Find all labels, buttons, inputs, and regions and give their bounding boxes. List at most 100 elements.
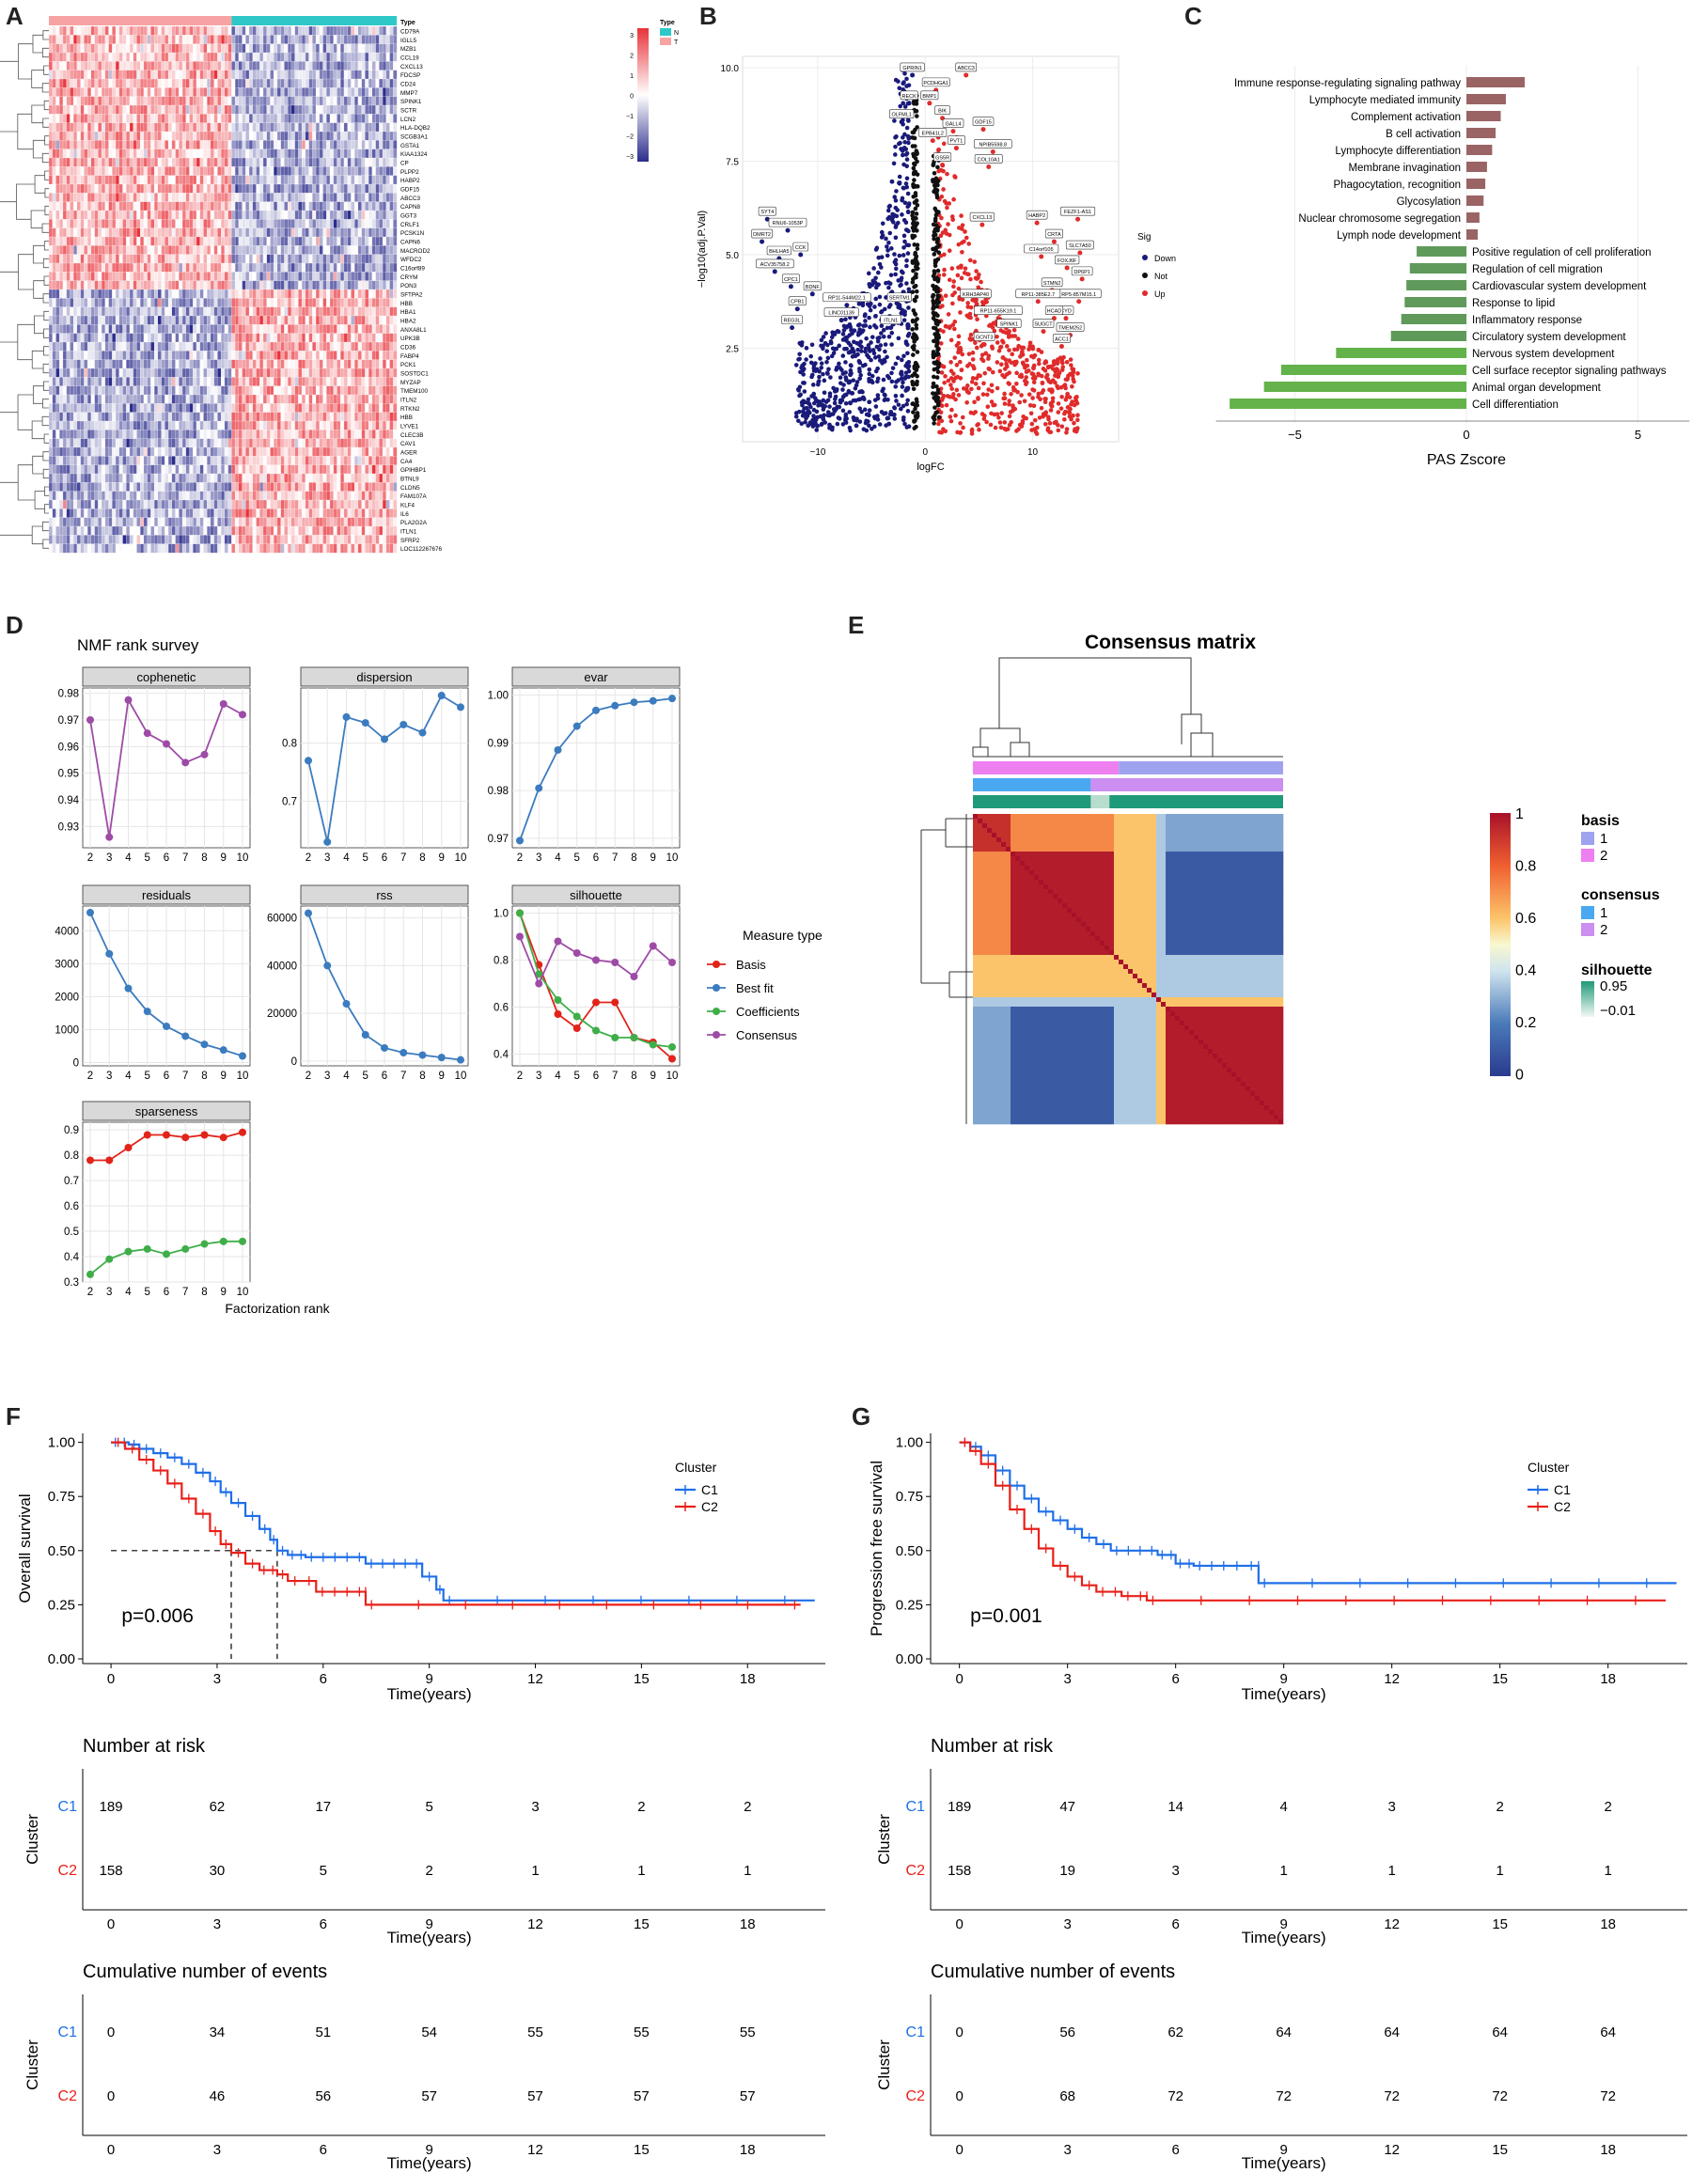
heatmap-cell [104, 140, 109, 150]
heatmap-cell [379, 219, 384, 229]
heatmap-cell [288, 306, 292, 317]
heatmap-cell [140, 35, 145, 45]
heatmap-cell [62, 78, 68, 88]
heatmap-cell [248, 193, 254, 203]
heatmap-cell [375, 245, 380, 256]
heatmap-cell [217, 315, 222, 325]
heatmap-cell [143, 78, 149, 88]
heatmap-cell [203, 456, 208, 466]
heatmap-cell [140, 412, 145, 422]
heatmap-cell [274, 193, 278, 203]
heatmap-cell [133, 25, 137, 36]
heatmap-cell [59, 315, 64, 325]
heatmap-cell [221, 341, 226, 352]
heatmap-cell [185, 201, 190, 211]
heatmap-cell [66, 114, 71, 124]
heatmap-cell [189, 25, 194, 36]
heatmap-cell [210, 61, 215, 71]
heatmap-cell [199, 403, 204, 414]
heatmap-cell [171, 96, 176, 106]
heatmap-cell [48, 456, 54, 466]
heatmap-cell [122, 306, 127, 317]
heatmap-cell [161, 280, 165, 290]
heatmap-cell [375, 377, 380, 387]
heatmap-cell [375, 359, 380, 369]
heatmap-cell [115, 367, 120, 378]
heatmap-cell [48, 403, 54, 414]
heatmap-cell [326, 227, 331, 238]
heatmap-cell [115, 236, 120, 246]
heatmap-cell [340, 254, 345, 264]
heatmap-cell [308, 201, 313, 211]
heatmap-cell [337, 114, 341, 124]
heatmap-cell [322, 298, 327, 308]
heatmap-cell [357, 438, 363, 448]
heatmap-cell [347, 210, 352, 220]
heatmap-cell [86, 175, 92, 185]
heatmap-cell [147, 456, 151, 466]
heatmap-cell [210, 210, 215, 220]
heatmap-cell [315, 140, 321, 150]
heatmap-cell [133, 157, 137, 167]
heatmap-cell [101, 351, 106, 361]
heatmap-cell [213, 114, 218, 124]
heatmap-cell [305, 35, 309, 45]
heatmap-cell [354, 140, 359, 150]
heatmap-cell [322, 122, 327, 133]
heatmap-cell [112, 351, 117, 361]
heatmap-cell [280, 420, 285, 430]
heatmap-cell [143, 210, 149, 220]
heatmap-cell [133, 61, 137, 71]
heatmap-cell [108, 149, 113, 159]
heatmap-cell [52, 280, 56, 290]
heatmap-cell [76, 341, 82, 352]
heatmap-cell [161, 315, 165, 325]
heatmap-cell [171, 254, 176, 264]
heatmap-cell [276, 315, 282, 325]
heatmap-cell [365, 193, 369, 203]
heatmap-cell [382, 289, 387, 299]
heatmap-cell [196, 272, 201, 282]
heatmap-cell [379, 236, 384, 246]
heatmap-cell [347, 315, 352, 325]
heatmap-cell [161, 210, 165, 220]
heatmap-cell [221, 236, 226, 246]
heatmap-cell [329, 262, 335, 273]
heatmap-cell [361, 149, 366, 159]
heatmap-cell [234, 210, 240, 220]
heatmap-cell [312, 272, 317, 282]
heatmap-cell [301, 341, 306, 352]
heatmap-cell [357, 210, 363, 220]
heatmap-cell [340, 122, 345, 133]
heatmap-cell [231, 430, 236, 440]
heatmap-cell [389, 61, 394, 71]
heatmap-cell [147, 464, 151, 475]
heatmap-cell [379, 210, 384, 220]
heatmap-cell [262, 280, 268, 290]
heatmap-cell [157, 272, 163, 282]
heatmap-cell [329, 122, 335, 133]
heatmap-cell [322, 104, 327, 115]
heatmap-cell [354, 210, 359, 220]
heatmap-cell [357, 227, 363, 238]
heatmap-cell [266, 245, 271, 256]
heatmap-cell [262, 254, 268, 264]
heatmap-cell [270, 315, 274, 325]
heatmap-cell [101, 140, 106, 150]
heatmap-cell [161, 289, 165, 299]
heatmap-cell [284, 377, 289, 387]
heatmap-cell [274, 262, 278, 273]
heatmap-cell [94, 227, 99, 238]
heatmap-cell [340, 183, 345, 194]
heatmap-cell [368, 210, 373, 220]
heatmap-cell [94, 114, 99, 124]
heatmap-cell [90, 227, 96, 238]
heatmap-cell [59, 166, 64, 177]
heatmap-cell [73, 78, 78, 88]
heatmap-cell [52, 149, 56, 159]
heatmap-cell [252, 96, 257, 106]
heatmap-cell [52, 96, 56, 106]
heatmap-cell [86, 201, 92, 211]
heatmap-cell [213, 25, 218, 36]
heatmap-cell [199, 412, 204, 422]
